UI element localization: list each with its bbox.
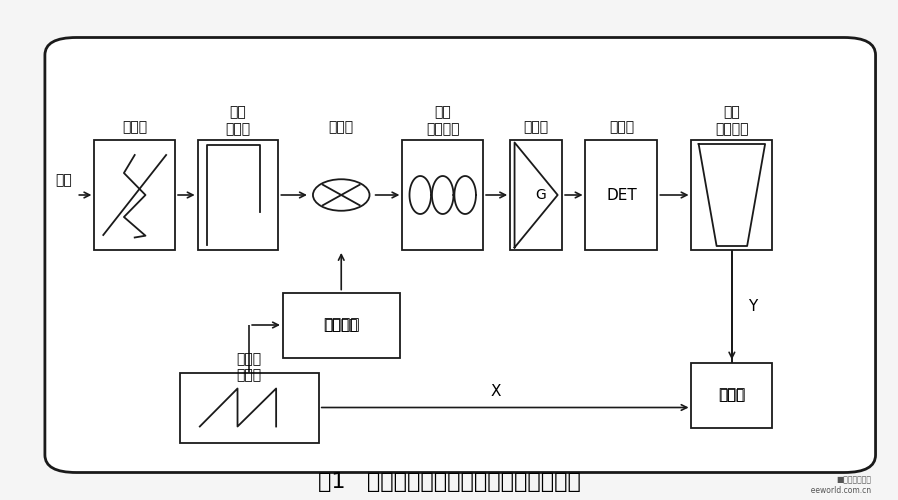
Text: 中频
滤波器组: 中频 滤波器组: [426, 105, 460, 136]
Text: 输入: 输入: [55, 174, 72, 188]
Text: 检波器: 检波器: [609, 120, 634, 134]
Bar: [283, 292, 400, 358]
Text: G: G: [535, 188, 546, 202]
Bar: [180, 372, 319, 442]
Text: 显示器: 显示器: [718, 388, 745, 402]
Text: 放大器: 放大器: [524, 120, 549, 134]
Bar: [402, 140, 483, 250]
Bar: [94, 140, 175, 250]
Text: Y: Y: [748, 298, 757, 314]
Text: X: X: [491, 384, 501, 398]
Text: 扫频本振: 扫频本振: [323, 318, 359, 332]
Bar: [198, 140, 278, 250]
Bar: [691, 362, 772, 428]
Bar: [691, 140, 772, 250]
Bar: [585, 140, 657, 250]
Text: 显示器: 显示器: [719, 388, 744, 402]
Text: 锯齿波
发生器: 锯齿波 发生器: [237, 352, 261, 382]
Text: 扫频本振: 扫频本振: [324, 318, 358, 332]
Text: 混频器: 混频器: [329, 120, 354, 134]
Text: DET: DET: [606, 188, 637, 202]
Text: 视频
滤波器组: 视频 滤波器组: [715, 105, 749, 136]
Text: 衰减器: 衰减器: [122, 120, 147, 134]
Text: 图1   全模拟超外差式频谱仪简化原理框图: 图1 全模拟超外差式频谱仪简化原理框图: [318, 472, 580, 492]
Text: 低通
滤波器: 低通 滤波器: [225, 105, 251, 136]
Bar: [510, 140, 562, 250]
Text: ■电子工程世界
  eeworld.com.cn: ■电子工程世界 eeworld.com.cn: [806, 476, 871, 495]
FancyBboxPatch shape: [45, 38, 876, 472]
